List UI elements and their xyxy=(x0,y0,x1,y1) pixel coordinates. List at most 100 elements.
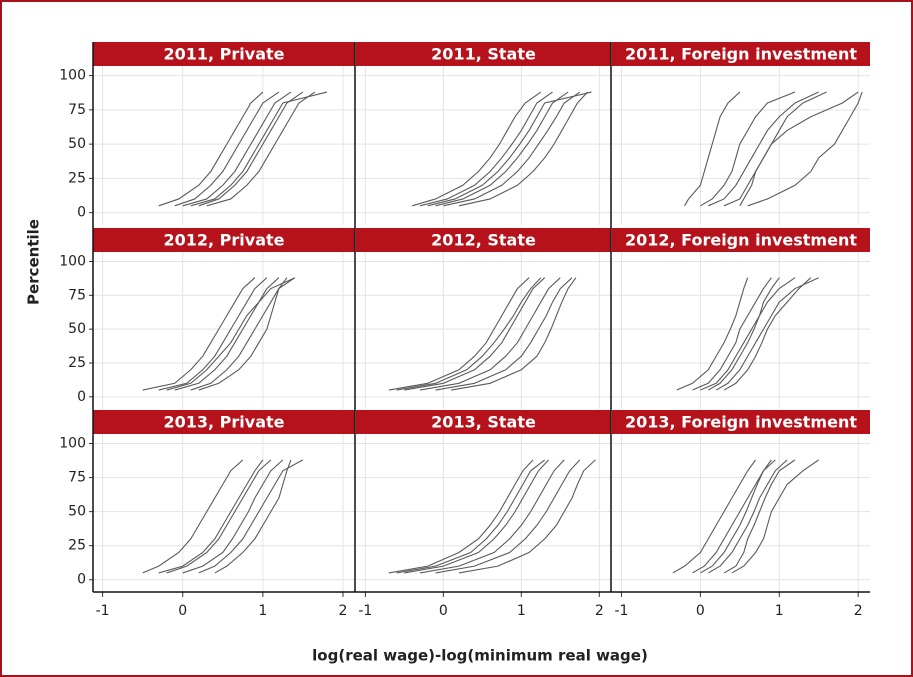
ecdf-line xyxy=(198,91,304,207)
strip-title: 2013, Private xyxy=(163,413,284,432)
ecdf-line xyxy=(684,91,741,207)
ecdf-line xyxy=(142,277,256,391)
y-tick-label: 25 xyxy=(68,355,86,371)
ecdf-line xyxy=(404,459,550,574)
ecdf-line xyxy=(700,277,796,391)
y-tick-label: 50 xyxy=(68,504,86,520)
y-tick-label: 75 xyxy=(68,287,86,303)
strip-title: 2012, Private xyxy=(163,231,284,250)
ecdf-line xyxy=(419,91,553,207)
strip xyxy=(612,410,870,434)
x-tick-label: 2 xyxy=(854,603,863,619)
y-tick-label: 100 xyxy=(59,253,86,269)
ecdf-line xyxy=(435,459,581,574)
ecdf-line xyxy=(198,459,304,574)
strip-title: 2013, State xyxy=(431,413,536,432)
ecdf-line xyxy=(723,91,859,207)
ecdf-line xyxy=(214,459,292,574)
y-tick-label: 50 xyxy=(68,321,86,337)
ecdf-line xyxy=(435,277,573,391)
ecdf-line xyxy=(142,459,244,574)
ecdf-line xyxy=(182,91,292,207)
ecdf-line xyxy=(723,277,812,391)
y-tick-label: 25 xyxy=(68,170,86,186)
strip xyxy=(93,228,355,252)
ecdf-line xyxy=(427,91,592,207)
strip xyxy=(356,228,611,252)
strip xyxy=(93,42,355,66)
ecdf-line xyxy=(715,277,819,391)
ecdf-line xyxy=(731,459,820,574)
ecdf-line xyxy=(190,91,328,207)
ecdf-line xyxy=(419,459,565,574)
ecdf-line xyxy=(388,277,530,391)
x-tick-label: 0 xyxy=(439,603,448,619)
ecdf-line xyxy=(708,91,819,207)
y-tick-label: 0 xyxy=(77,389,86,405)
ecdf-line xyxy=(672,459,757,574)
ecdf-line xyxy=(158,459,264,574)
ecdf-line xyxy=(692,459,776,574)
x-tick-label: 0 xyxy=(696,603,705,619)
ecdf-line xyxy=(190,277,296,391)
strip-title: 2013, Foreign investment xyxy=(625,413,857,432)
y-axis-label: Percentile xyxy=(25,219,43,305)
ecdf-line xyxy=(166,459,272,574)
y-tick-label: 0 xyxy=(77,205,86,221)
y-tick-label: 0 xyxy=(77,572,86,588)
ecdf-line xyxy=(707,459,788,574)
ecdf-line xyxy=(458,91,589,207)
y-tick-label: 75 xyxy=(68,470,86,486)
strip-title: 2011, State xyxy=(431,45,536,64)
x-tick-label: 1 xyxy=(775,603,784,619)
x-tick-label: 1 xyxy=(517,603,526,619)
y-tick-label: 100 xyxy=(59,436,86,452)
ecdf-line xyxy=(166,277,296,391)
ecdf-line xyxy=(458,459,596,574)
strip xyxy=(356,42,611,66)
ecdf-line xyxy=(174,91,280,207)
ecdf-line xyxy=(700,459,772,574)
ecdf-line xyxy=(198,277,288,391)
ecdf-line xyxy=(158,277,268,391)
ecdf-line xyxy=(435,91,569,207)
ecdf-line xyxy=(174,277,280,391)
x-axis-label: log(real wage)-log(minimum real wage) xyxy=(312,647,648,665)
x-tick-label: 1 xyxy=(258,603,267,619)
x-tick-label: 2 xyxy=(339,603,348,619)
x-tick-label: -1 xyxy=(614,603,628,619)
strip-title: 2012, State xyxy=(431,231,536,250)
ecdf-line xyxy=(451,277,577,391)
strip-title: 2011, Foreign investment xyxy=(625,45,857,64)
x-tick-label: 0 xyxy=(178,603,187,619)
ecdf-line xyxy=(676,277,749,391)
ecdf-line xyxy=(182,459,284,574)
ecdf-line xyxy=(747,91,863,207)
ecdf-line xyxy=(411,91,542,207)
strip-title: 2011, Private xyxy=(163,45,284,64)
strip xyxy=(93,410,355,434)
y-tick-label: 100 xyxy=(59,68,86,84)
ecdf-line xyxy=(206,91,316,207)
ecdf-line xyxy=(396,459,546,574)
x-tick-label: -1 xyxy=(358,603,372,619)
ecdf-line xyxy=(158,91,264,207)
strip xyxy=(612,228,870,252)
x-tick-label: -1 xyxy=(96,603,110,619)
ecdf-line xyxy=(723,459,796,574)
ecdf-line xyxy=(707,277,780,391)
y-tick-label: 50 xyxy=(68,136,86,152)
ecdf-line xyxy=(396,277,542,391)
ecdf-line xyxy=(419,277,561,391)
ecdf-line xyxy=(700,91,796,207)
y-tick-label: 75 xyxy=(68,102,86,118)
ecdf-line xyxy=(388,459,534,574)
strip xyxy=(612,42,870,66)
strip xyxy=(356,410,611,434)
ecdf-line xyxy=(692,277,772,391)
y-tick-label: 25 xyxy=(68,538,86,554)
ecdf-line xyxy=(443,91,581,207)
x-tick-label: 2 xyxy=(595,603,604,619)
